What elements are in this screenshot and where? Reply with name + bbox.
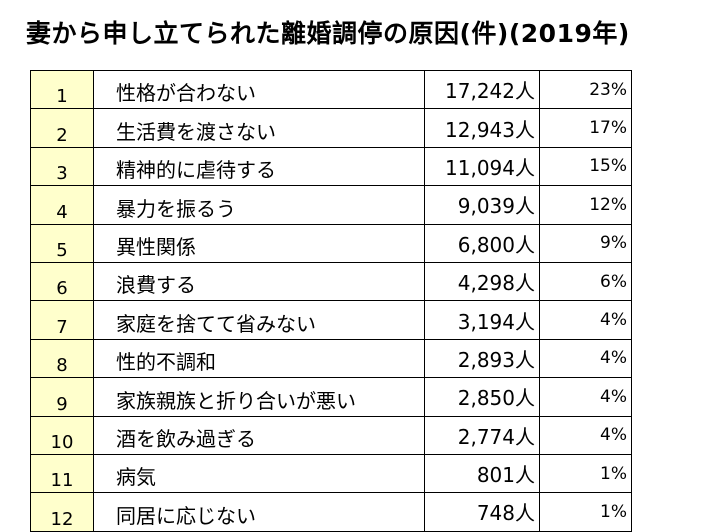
- table-row: 3 精神的に虐待する 11,094人 15%: [30, 146, 632, 187]
- table-row: 10 酒を飲み過ぎる 2,774人 4%: [30, 415, 632, 455]
- rank-cell: 2: [30, 108, 94, 148]
- count-cell: 2,893人: [424, 338, 540, 379]
- rank-cell: 6: [30, 261, 94, 302]
- count-cell: 801人: [424, 453, 540, 494]
- share-cell: 4%: [539, 300, 632, 340]
- reason-cell: 病気: [93, 453, 425, 494]
- table-row: 9 家族親族と折り合いが悪い 2,850人 4%: [30, 377, 632, 417]
- table-row: 4 暴力を振るう 9,039人 12%: [30, 185, 632, 225]
- count-cell: 3,194人: [424, 300, 540, 340]
- table-row: 6 浪費する 4,298人 6%: [30, 261, 632, 302]
- reason-cell: 暴力を振るう: [93, 185, 425, 225]
- page-title: 妻から申し立てられた離婚調停の原因(件)(2019年): [26, 19, 630, 48]
- count-cell: 11,094人: [424, 146, 540, 187]
- table-row: 1 性格が合わない 17,242人 23%: [30, 69, 632, 110]
- rank-cell: 9: [30, 377, 94, 417]
- reason-cell: 生活費を渡さない: [93, 108, 425, 148]
- rank-cell: 8: [30, 338, 94, 379]
- share-cell: 12%: [539, 185, 632, 225]
- count-cell: 17,242人: [424, 69, 540, 110]
- count-cell: 9,039人: [424, 185, 540, 225]
- share-cell: 4%: [539, 377, 632, 417]
- rank-cell: 4: [30, 185, 94, 225]
- share-cell: 4%: [539, 338, 632, 379]
- reason-cell: 浪費する: [93, 261, 425, 302]
- table-row: 12 同居に応じない 748人 1%: [30, 492, 632, 532]
- rank-cell: 7: [30, 300, 94, 340]
- share-cell: 9%: [539, 223, 632, 263]
- reason-cell: 酒を飲み過ぎる: [93, 415, 425, 455]
- count-cell: 2,774人: [424, 415, 540, 455]
- rank-cell: 12: [30, 492, 94, 532]
- count-cell: 6,800人: [424, 223, 540, 263]
- reason-cell: 家庭を捨てて省みない: [93, 300, 425, 340]
- table-row: 7 家庭を捨てて省みない 3,194人 4%: [30, 300, 632, 340]
- causes-table: 1 性格が合わない 17,242人 23% 2 生活費を渡さない 12,943人…: [30, 69, 632, 532]
- reason-cell: 家族親族と折り合いが悪い: [93, 377, 425, 417]
- count-cell: 4,298人: [424, 261, 540, 302]
- count-cell: 12,943人: [424, 108, 540, 148]
- table-row: 5 異性関係 6,800人 9%: [30, 223, 632, 263]
- rank-cell: 3: [30, 146, 94, 187]
- share-cell: 15%: [539, 146, 632, 187]
- share-cell: 4%: [539, 415, 632, 455]
- share-cell: 6%: [539, 261, 632, 302]
- reason-cell: 同居に応じない: [93, 492, 425, 532]
- rank-cell: 1: [30, 69, 94, 110]
- causes-table-body: 1 性格が合わない 17,242人 23% 2 生活費を渡さない 12,943人…: [30, 69, 632, 532]
- count-cell: 748人: [424, 492, 540, 532]
- share-cell: 23%: [539, 69, 632, 110]
- table-row: 8 性的不調和 2,893人 4%: [30, 338, 632, 379]
- reason-cell: 精神的に虐待する: [93, 146, 425, 187]
- share-cell: 1%: [539, 453, 632, 494]
- table-row: 11 病気 801人 1%: [30, 453, 632, 494]
- rank-cell: 5: [30, 223, 94, 263]
- share-cell: 1%: [539, 492, 632, 532]
- reason-cell: 異性関係: [93, 223, 425, 263]
- table-row: 2 生活費を渡さない 12,943人 17%: [30, 108, 632, 148]
- reason-cell: 性的不調和: [93, 338, 425, 379]
- reason-cell: 性格が合わない: [93, 69, 425, 110]
- count-cell: 2,850人: [424, 377, 540, 417]
- rank-cell: 10: [30, 415, 94, 455]
- rank-cell: 11: [30, 453, 94, 494]
- share-cell: 17%: [539, 108, 632, 148]
